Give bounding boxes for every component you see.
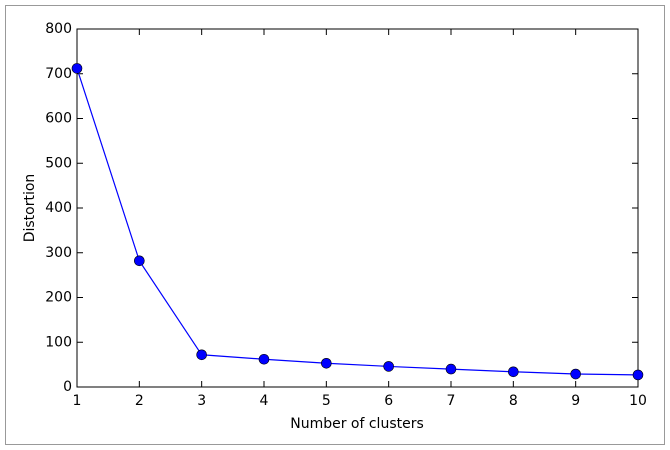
x-tick-label: 1 [73, 393, 82, 409]
x-tick-label: 5 [322, 393, 331, 409]
x-tick-label: 4 [260, 393, 269, 409]
y-axis-label: Distortion [22, 174, 38, 243]
y-tick-label: 500 [45, 155, 72, 171]
y-tick-label: 100 [45, 334, 72, 350]
x-tick-label: 8 [509, 393, 518, 409]
marker [321, 357, 332, 369]
y-tick-label: 700 [45, 66, 72, 82]
marker [570, 368, 581, 380]
x-tick-label: 3 [197, 393, 206, 409]
marker [134, 255, 145, 267]
y-tick-label: 300 [45, 245, 72, 261]
frame [5, 5, 665, 445]
x-tick-label: 7 [447, 393, 456, 409]
line [76, 68, 639, 376]
y-tick-label: 600 [45, 111, 72, 127]
x-tick-label: 10 [629, 393, 647, 409]
y-tick-label: 400 [45, 200, 72, 216]
marker [258, 353, 270, 365]
marker [445, 363, 457, 375]
marker [196, 349, 207, 361]
y-tick-label: 200 [45, 290, 72, 306]
marker [71, 63, 83, 74]
marker [632, 369, 644, 381]
x-tick-label: 9 [571, 393, 580, 409]
x-tick-label: 2 [135, 393, 144, 409]
x-axis-label: Number of clusters [290, 416, 424, 432]
marker [508, 366, 519, 378]
marker [383, 361, 394, 372]
y-tick-label: 0 [63, 379, 72, 395]
y-tick-label: 800 [45, 21, 72, 37]
x-tick-label: 6 [384, 393, 393, 409]
